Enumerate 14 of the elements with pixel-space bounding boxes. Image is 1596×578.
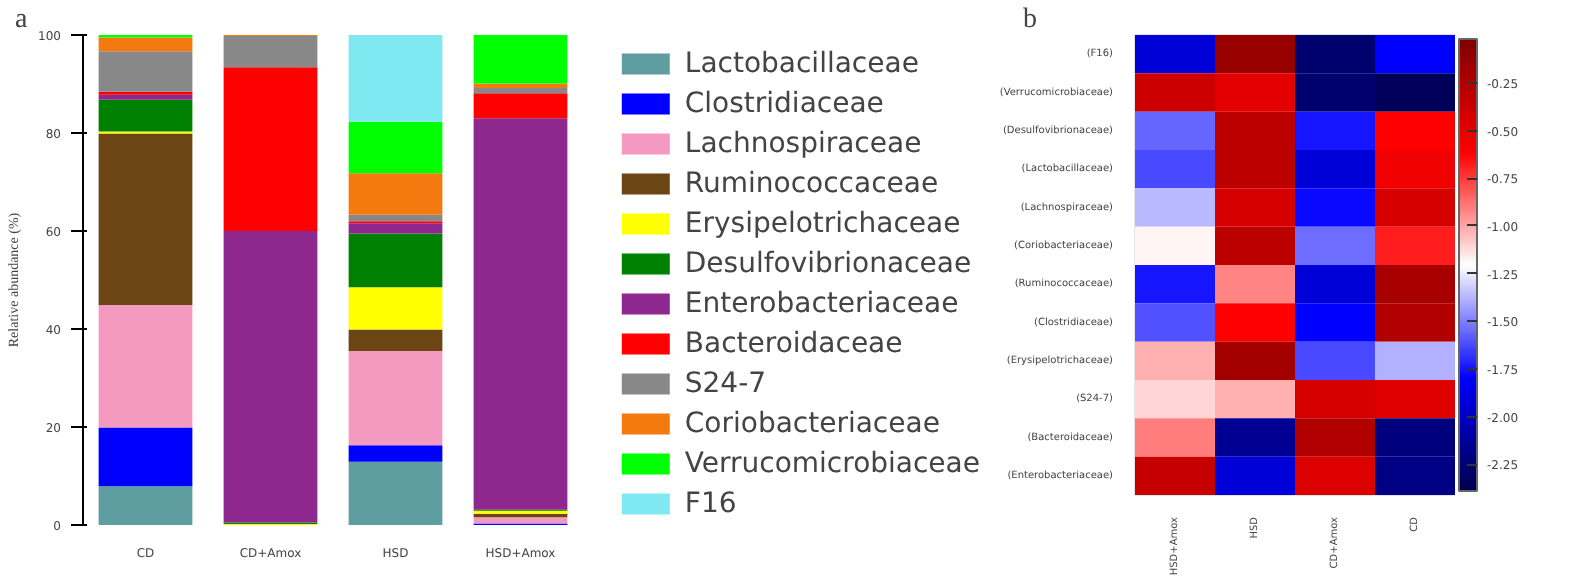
text: a — [15, 5, 29, 35]
legend-label: Desulfovibrionaceae — [684, 246, 972, 280]
legend-label: F16 — [684, 486, 737, 520]
legend-label: Bacteroidaceae — [684, 326, 903, 360]
legend-label: Coriobacteriaceae — [684, 406, 940, 440]
legend-label: Ruminococcaceae — [684, 166, 939, 200]
legend-label: Lachnospiraceae — [684, 126, 922, 160]
legend-label: Erysipelotrichaceae — [684, 206, 961, 240]
legend-label: Enterobacteriaceae — [684, 286, 959, 320]
text: b — [1023, 5, 1037, 35]
legend-label: Clostridiaceae — [684, 86, 884, 120]
legend-label: Verrucomicrobiaceae — [684, 446, 980, 480]
legend-label: S24-7 — [684, 366, 767, 400]
legend-label: Lactobacillaceae — [684, 46, 919, 80]
